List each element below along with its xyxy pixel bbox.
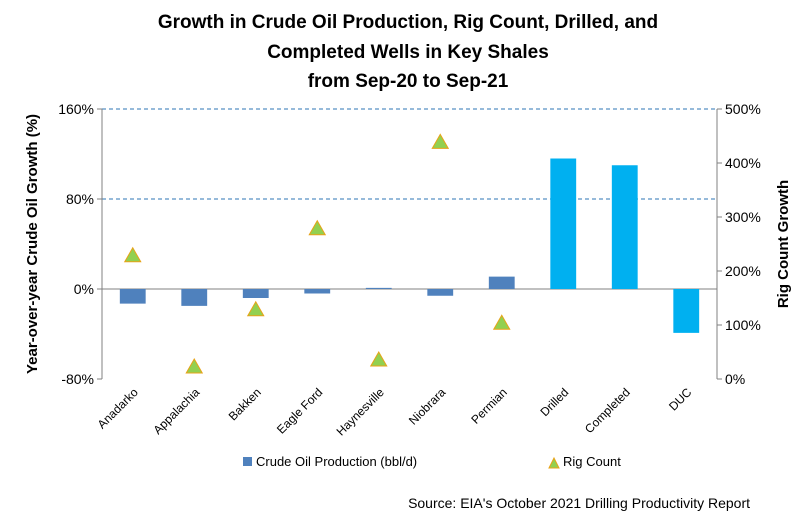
- left-tick-label: -80%: [61, 371, 94, 387]
- bar: [119, 289, 146, 304]
- left-tick-label: 160%: [58, 101, 94, 117]
- chart-title-line-3: from Sep-20 to Sep-21: [308, 71, 509, 92]
- rig-count-markers: [123, 133, 511, 374]
- category-label: Completed: [582, 385, 633, 436]
- category-labels: Anadarko Appalachia Bakken Eagle Ford Haynes…: [95, 385, 695, 439]
- legend-swatch-rig-count: [548, 456, 560, 469]
- chart-title-line-2: Completed Wells in Key Shales: [267, 42, 549, 63]
- bar: [427, 289, 454, 296]
- rig-count-marker: [246, 300, 265, 317]
- right-tick-label: 500%: [725, 101, 761, 117]
- right-tick-label: 300%: [725, 209, 761, 225]
- left-axis-title: Year-over-year Crude Oil Growth (%): [24, 114, 41, 374]
- rig-count-marker: [308, 219, 327, 236]
- right-axis-title: Rig Count Growth: [775, 180, 792, 308]
- category-label: Permian: [468, 385, 509, 426]
- bar: [242, 289, 269, 298]
- legend-label-crude-oil: Crude Oil Production (bbl/d): [256, 454, 417, 469]
- rig-count-marker: [369, 351, 388, 367]
- bar: [181, 289, 208, 306]
- right-tick-label: 400%: [725, 155, 761, 171]
- legend: Crude Oil Production (bbl/d) Rig Count: [243, 454, 621, 469]
- category-label: Haynesville: [334, 385, 388, 439]
- bar: [611, 165, 638, 289]
- left-tick-label: 0%: [74, 281, 94, 297]
- chart-title: Growth in Crude Oil Production, Rig Coun…: [158, 12, 658, 92]
- rig-count-marker: [492, 314, 511, 330]
- chart-title-line-1: Growth in Crude Oil Production, Rig Coun…: [158, 12, 658, 33]
- category-label: Appalachia: [150, 385, 202, 437]
- category-label: Niobrara: [406, 385, 449, 428]
- rig-count-marker: [185, 358, 204, 374]
- bar: [304, 289, 331, 294]
- rig-count-marker: [431, 133, 450, 149]
- bar-series: [119, 158, 700, 333]
- source-note: Source: EIA's October 2021 Drilling Prod…: [408, 495, 750, 511]
- category-label: Bakken: [226, 385, 264, 423]
- bar: [365, 287, 392, 289]
- right-tick-label: 200%: [725, 263, 761, 279]
- legend-swatch-crude-oil: [243, 457, 252, 466]
- bar: [673, 289, 700, 333]
- rig-count-marker: [123, 246, 142, 263]
- category-label: Eagle Ford: [274, 385, 325, 436]
- legend-label-rig-count: Rig Count: [563, 454, 621, 469]
- category-label: DUC: [666, 385, 695, 414]
- bar: [550, 158, 577, 289]
- left-tick-label: 80%: [66, 191, 94, 207]
- bar: [488, 276, 515, 289]
- left-axis-ticks: -80% 0% 80% 160%: [58, 101, 102, 387]
- category-label: Anadarko: [95, 385, 141, 431]
- right-tick-label: 0%: [725, 371, 745, 387]
- category-label: Drilled: [537, 385, 571, 419]
- right-tick-label: 100%: [725, 317, 761, 333]
- right-axis-ticks: 0% 100% 200% 300% 400% 500%: [717, 101, 761, 387]
